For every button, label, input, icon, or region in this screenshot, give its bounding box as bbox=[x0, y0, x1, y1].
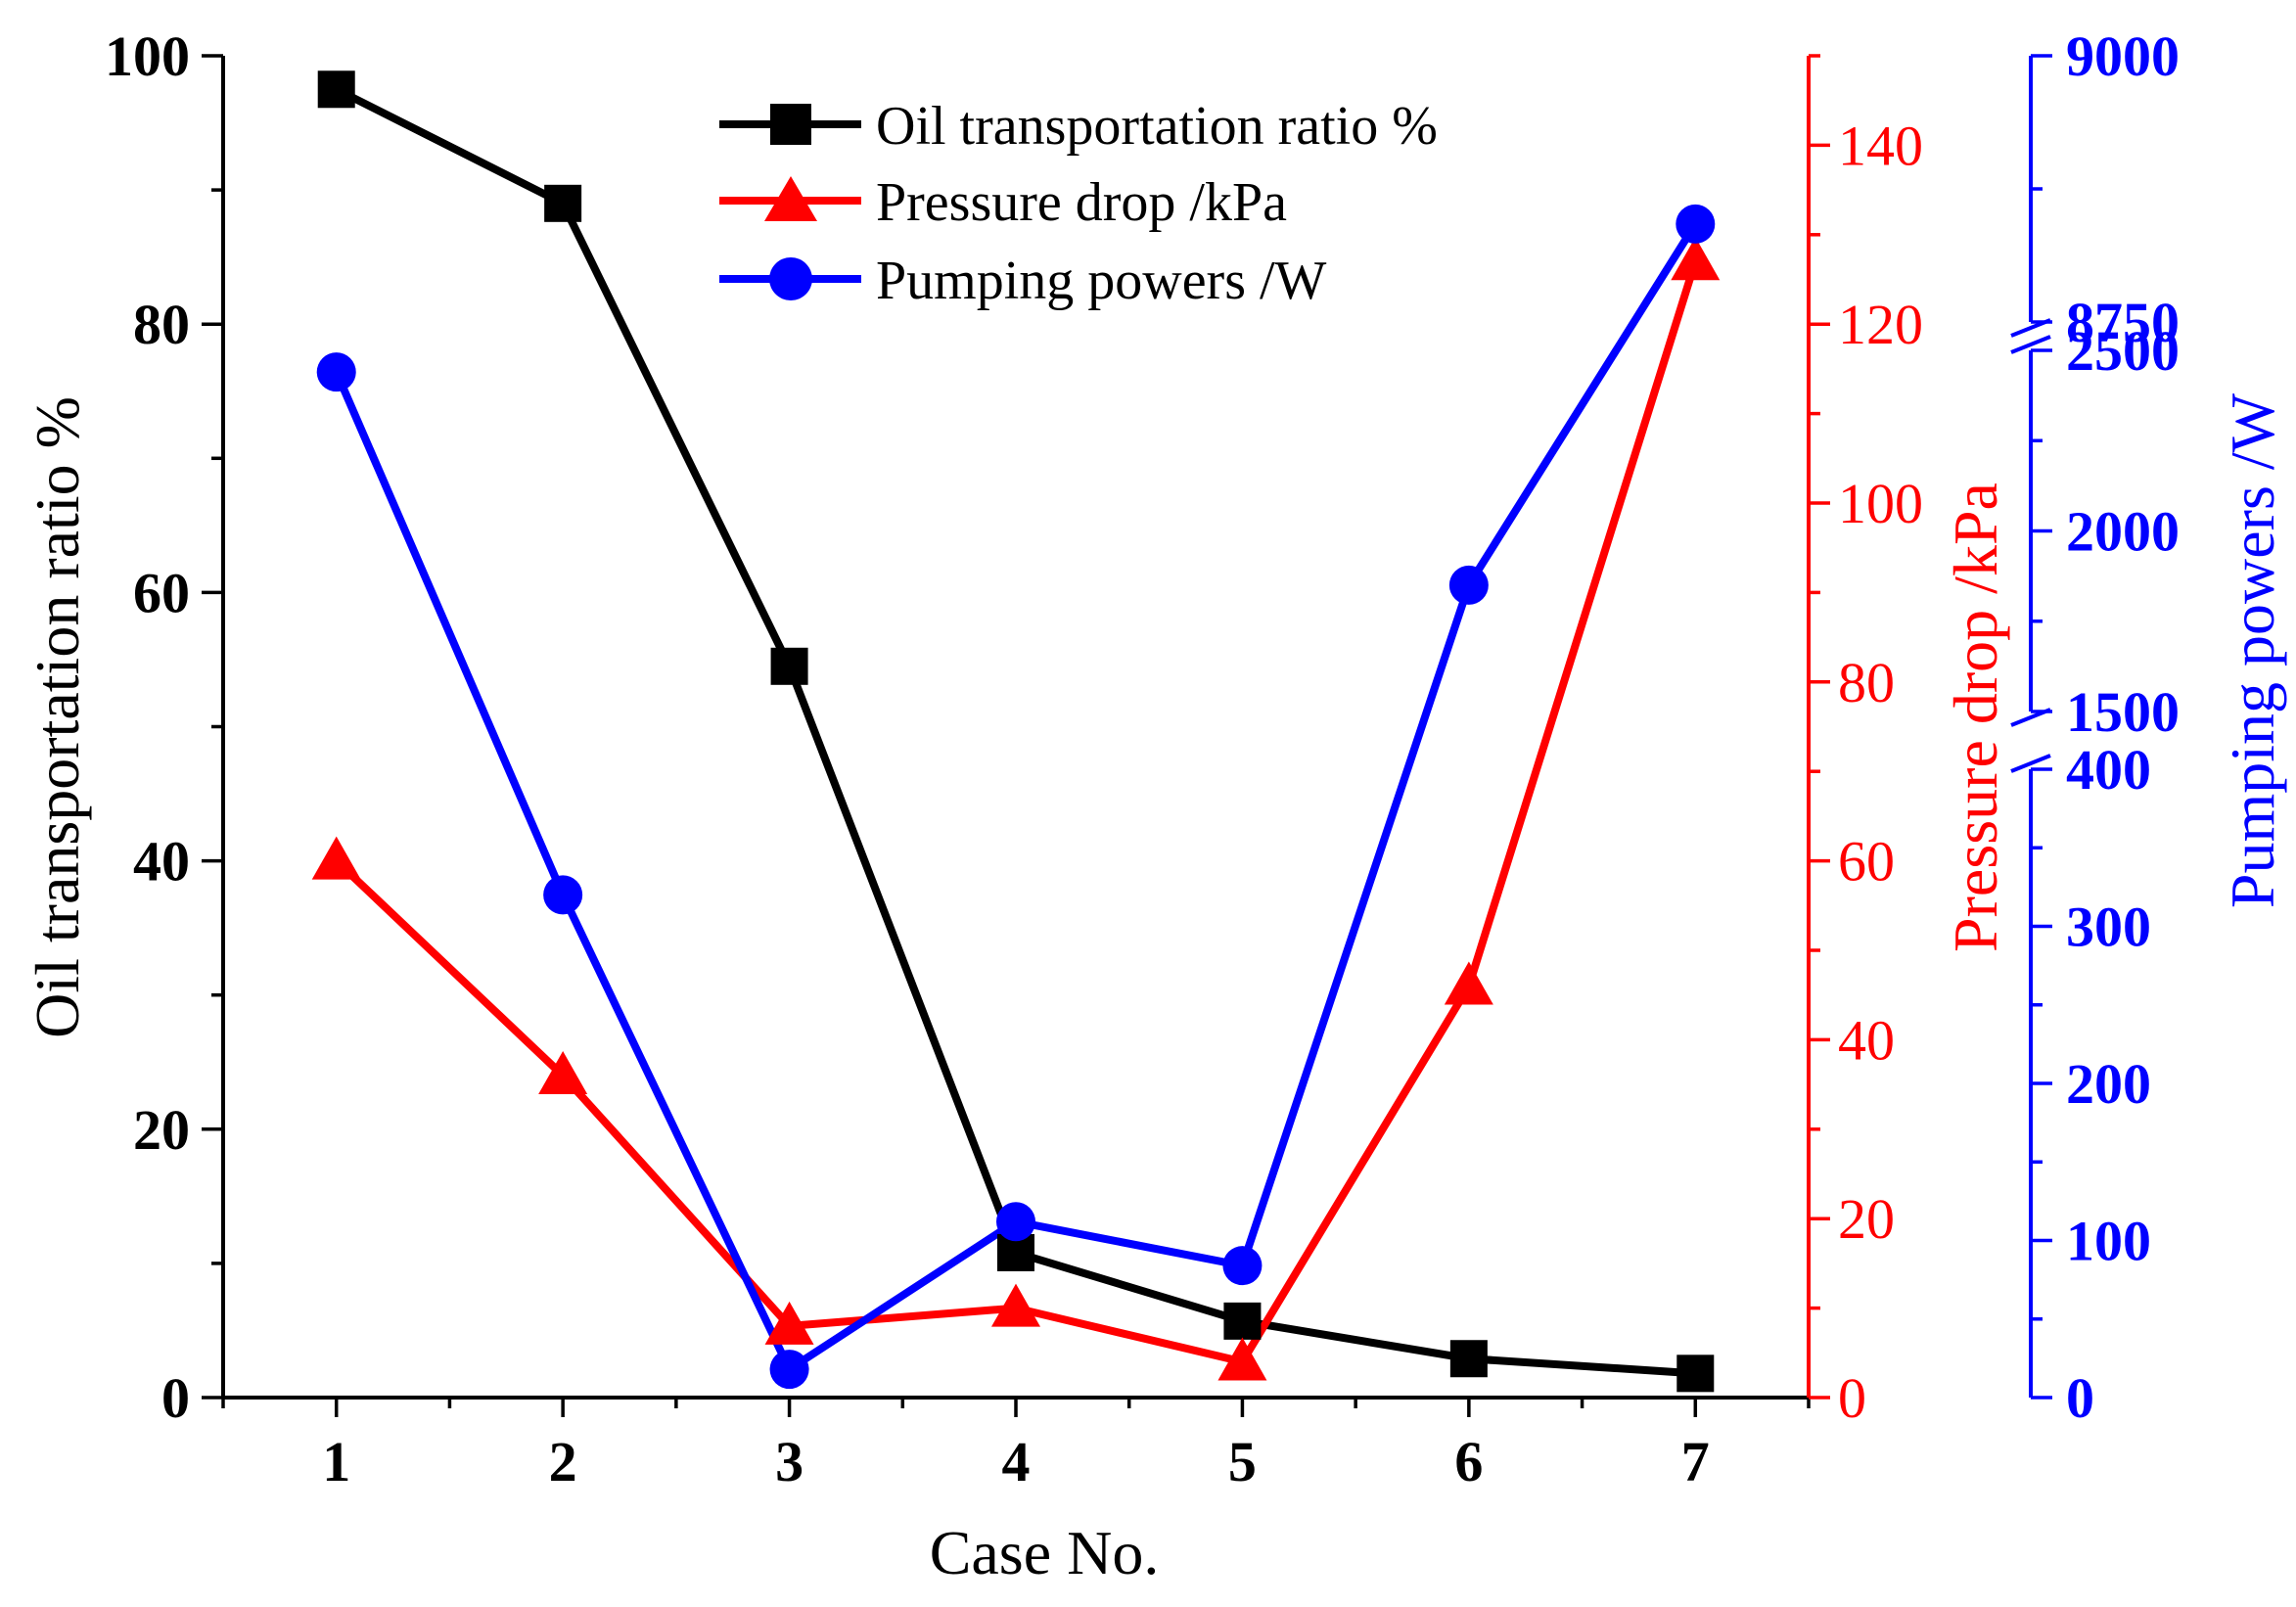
x-tick-label: 1 bbox=[322, 1430, 350, 1493]
left-tick-label: 60 bbox=[133, 561, 190, 624]
series-line-2 bbox=[333, 221, 1699, 1375]
data-point-pumping-4 bbox=[996, 1202, 1035, 1242]
left-tick-label: 20 bbox=[133, 1098, 190, 1162]
x-tick-label: 2 bbox=[549, 1430, 577, 1493]
axis-break-mark bbox=[2010, 708, 2051, 727]
left-axis-title: Oil transportation ratio % bbox=[23, 396, 92, 1038]
legend-marker-triangle bbox=[764, 176, 817, 221]
pumping-tick-label: 2500 bbox=[2066, 319, 2180, 383]
data-point-pressure-5 bbox=[1217, 1337, 1267, 1381]
data-point-oil-7 bbox=[1676, 1354, 1715, 1393]
data-point-pressure-4 bbox=[991, 1283, 1040, 1327]
x-axis-title: Case No. bbox=[930, 1518, 1160, 1587]
left-tick-label: 0 bbox=[161, 1366, 190, 1430]
data-point-pumping-2 bbox=[543, 875, 583, 915]
legend-label-pumping: Pumping powers /W bbox=[876, 251, 1327, 311]
legend-item-pumping: Pumping powers /W bbox=[719, 251, 1327, 311]
pumping-tick-label: 100 bbox=[2066, 1210, 2151, 1273]
x-tick-label: 7 bbox=[1681, 1430, 1710, 1493]
axis-break-mark bbox=[2010, 754, 2051, 773]
x-tick-label: 4 bbox=[1002, 1430, 1031, 1493]
data-point-pressure-1 bbox=[311, 836, 361, 880]
pressure-tick-label: 140 bbox=[1838, 114, 1923, 177]
left-tick-label: 40 bbox=[133, 830, 190, 894]
pressure-tick-label: 60 bbox=[1838, 830, 1895, 894]
axis-break-mark bbox=[2010, 335, 2051, 354]
pumping-tick-label: 2000 bbox=[2066, 500, 2180, 564]
data-point-oil-6 bbox=[1449, 1340, 1488, 1378]
x-tick-label: 5 bbox=[1228, 1430, 1257, 1493]
data-point-pressure-3 bbox=[764, 1301, 814, 1345]
pumping-tick-label: 400 bbox=[2066, 738, 2151, 802]
data-point-pumping-6 bbox=[1448, 565, 1489, 605]
data-point-oil-2 bbox=[544, 184, 582, 222]
pressure-tick-label: 80 bbox=[1838, 651, 1895, 714]
x-tick-label: 3 bbox=[775, 1430, 804, 1493]
data-point-pressure-7 bbox=[1671, 237, 1721, 281]
data-point-oil-1 bbox=[317, 70, 355, 109]
pressure-tick-label: 0 bbox=[1838, 1366, 1866, 1430]
data-point-pumping-5 bbox=[1222, 1246, 1263, 1286]
pressure-tick-label: 120 bbox=[1838, 293, 1923, 356]
plot-markers bbox=[311, 70, 1721, 1393]
pressure-tick-label: 40 bbox=[1838, 1008, 1895, 1072]
legend: Oil transportation ratio % Pressure drop… bbox=[719, 96, 1438, 311]
left-tick-label: 100 bbox=[105, 24, 190, 88]
legend-item-oil: Oil transportation ratio % bbox=[719, 96, 1438, 157]
pumping-tick-label: 300 bbox=[2066, 895, 2151, 959]
x-tick-label: 6 bbox=[1454, 1430, 1483, 1493]
pumping-tick-label: 200 bbox=[2066, 1052, 2151, 1116]
legend-marker-square bbox=[770, 104, 811, 145]
right-axis-title-pressure: Pressure drop /kPa bbox=[1941, 482, 2010, 952]
pumping-tick-label: 9000 bbox=[2066, 24, 2180, 88]
data-point-oil-3 bbox=[770, 647, 808, 685]
axis-break-mark bbox=[2010, 318, 2051, 338]
data-point-pressure-2 bbox=[538, 1050, 588, 1094]
pumping-tick-label: 1500 bbox=[2066, 680, 2180, 744]
legend-label-oil: Oil transportation ratio % bbox=[876, 96, 1438, 157]
pumping-tick-label: 0 bbox=[2066, 1366, 2094, 1430]
legend-marker-circle bbox=[769, 257, 812, 300]
pumping-tick-label: 8750 bbox=[2066, 291, 2180, 354]
right-axis-title-pumping: Pumping powers /W bbox=[2218, 392, 2287, 908]
pressure-tick-label: 100 bbox=[1838, 472, 1923, 535]
pressure-tick-label: 20 bbox=[1838, 1187, 1895, 1251]
series-line-1 bbox=[333, 260, 1700, 1367]
axes-layer: 1 2 3 4 5 6 7 0 20 40 60 80 100 0 20 40 60 80 100 120 140 0 10… bbox=[105, 24, 2180, 1493]
data-point-oil-5 bbox=[1223, 1302, 1262, 1340]
data-point-pumping-3 bbox=[769, 1350, 809, 1390]
left-tick-label: 80 bbox=[133, 293, 190, 356]
legend-label-pressure: Pressure drop /kPa bbox=[876, 172, 1287, 233]
legend-item-pressure: Pressure drop /kPa bbox=[719, 172, 1287, 233]
data-point-pumping-7 bbox=[1676, 204, 1716, 244]
data-point-pumping-1 bbox=[316, 352, 356, 392]
data-point-pressure-6 bbox=[1444, 961, 1493, 1005]
